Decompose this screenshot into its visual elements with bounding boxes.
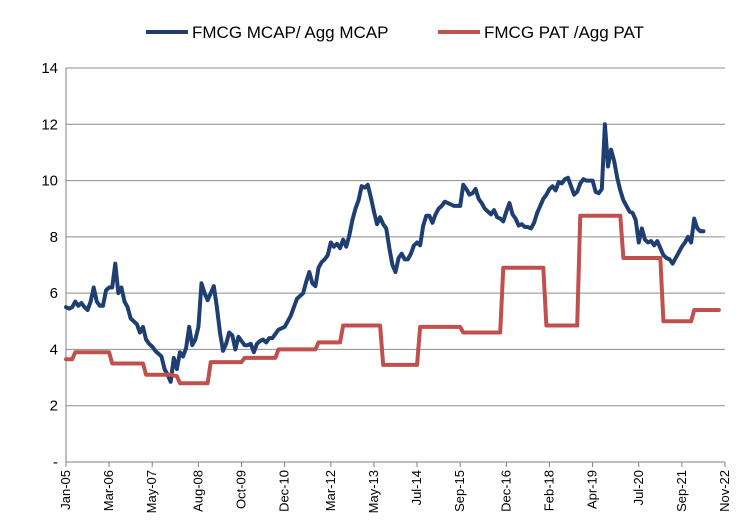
- x-tick-label: Jul-14: [409, 470, 424, 505]
- legend-label-1: FMCG MCAP/ Agg MCAP: [192, 23, 388, 42]
- y-tick-label: 14: [41, 60, 58, 77]
- y-tick-label: 4: [50, 341, 58, 358]
- x-tick-label: Mar-12: [323, 470, 338, 511]
- series-line-1: [64, 122, 706, 384]
- x-tick-label: Jan-05: [58, 470, 73, 510]
- x-tick-label: Apr-19: [585, 470, 600, 509]
- x-tick-label: Aug-08: [190, 470, 205, 512]
- series-lines: [64, 122, 721, 386]
- series-line-2: [64, 213, 721, 386]
- y-tick-label: 10: [41, 173, 58, 190]
- x-tick-label: Dec-10: [277, 470, 292, 512]
- x-tick-label: May-13: [366, 470, 381, 513]
- y-tick-label: 2: [50, 398, 58, 415]
- y-tick-label: -: [53, 454, 58, 471]
- axes: 2 4 6 8 10 12 14 -Jan-05 Mar-06 May-07 Aug-08 Oct-0…: [41, 60, 732, 513]
- x-tick-label: Oct-09: [234, 470, 249, 509]
- x-tick-label: May-07: [144, 470, 159, 513]
- x-tick-label: Sep-21: [674, 470, 689, 512]
- x-tick-label: Dec-16: [498, 470, 513, 512]
- legend: FMCG MCAP/ Agg MCAP FMCG PAT /Agg PAT: [146, 23, 644, 42]
- x-tick-label: Feb-18: [541, 470, 556, 511]
- x-tick-label: Sep-15: [452, 470, 467, 512]
- x-tick-label: Nov-22: [717, 470, 732, 512]
- y-tick-label: 8: [50, 229, 58, 246]
- x-tick-label: Mar-06: [101, 470, 116, 511]
- legend-label-2: FMCG PAT /Agg PAT: [484, 23, 644, 42]
- x-tick-label: Jul-20: [631, 470, 646, 505]
- gridlines: [66, 67, 725, 407]
- y-tick-label: 6: [50, 285, 58, 302]
- y-tick-label: 12: [41, 116, 58, 133]
